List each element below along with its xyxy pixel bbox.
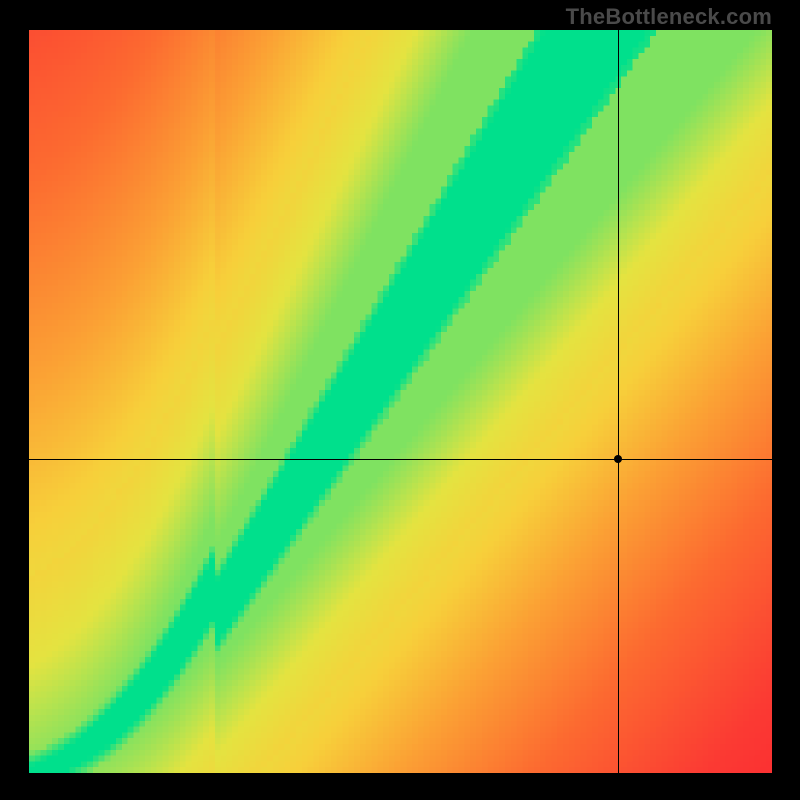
heatmap-canvas <box>29 30 772 773</box>
marker-dot <box>614 455 622 463</box>
heatmap-plot <box>29 30 772 773</box>
watermark-label: TheBottleneck.com <box>566 4 772 30</box>
crosshair-horizontal <box>29 459 772 460</box>
crosshair-vertical <box>618 30 619 773</box>
chart-stage: TheBottleneck.com <box>0 0 800 800</box>
